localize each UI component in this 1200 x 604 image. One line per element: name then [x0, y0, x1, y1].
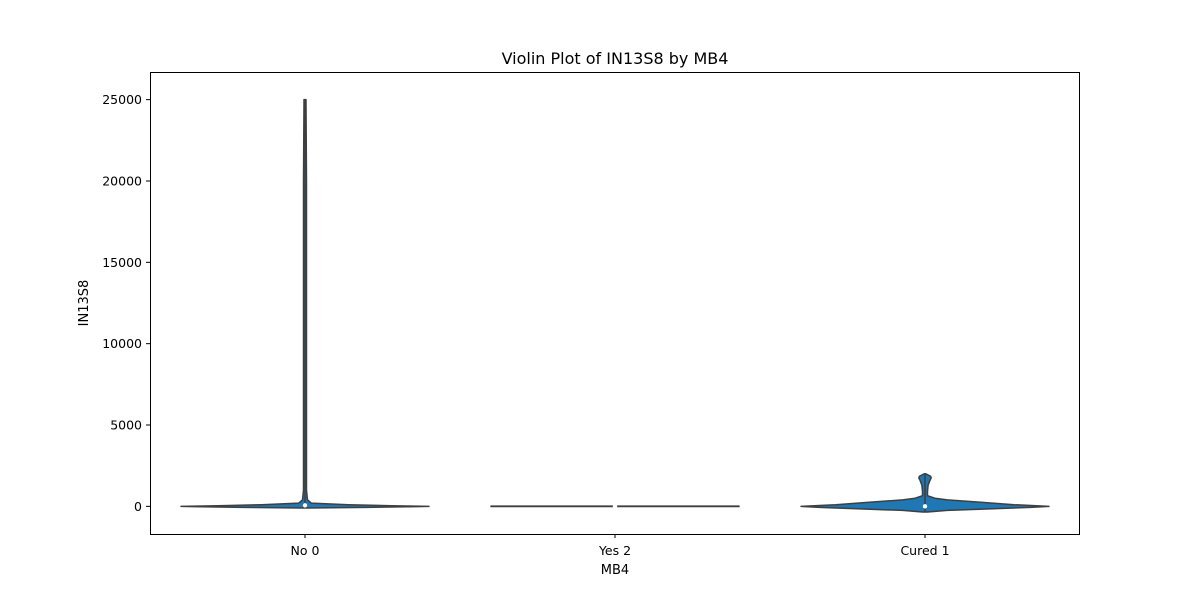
x-axis-label: MB4 [601, 563, 629, 578]
y-axis-ticks: 0 5000 10000 15000 20000 25000 [102, 92, 150, 514]
x-tick-label: Cured 1 [900, 543, 949, 558]
chart-title: Violin Plot of IN13S8 by MB4 [502, 49, 729, 68]
x-tick-label: Yes 2 [598, 543, 631, 558]
violin-median [303, 503, 307, 507]
plot-background [150, 72, 1080, 534]
y-tick-label: 15000 [102, 255, 142, 270]
violin-median [923, 504, 927, 508]
y-tick-label: 20000 [102, 173, 142, 188]
y-axis-label: IN13S8 [77, 280, 92, 327]
violin-median [613, 504, 617, 508]
y-tick-label: 10000 [102, 336, 142, 351]
x-axis-ticks: No 0 Yes 2 Cured 1 [291, 534, 950, 558]
x-tick-label: No 0 [291, 543, 320, 558]
y-tick-label: 25000 [102, 92, 142, 107]
y-tick-label: 5000 [110, 418, 142, 433]
y-tick-label: 0 [134, 499, 142, 514]
